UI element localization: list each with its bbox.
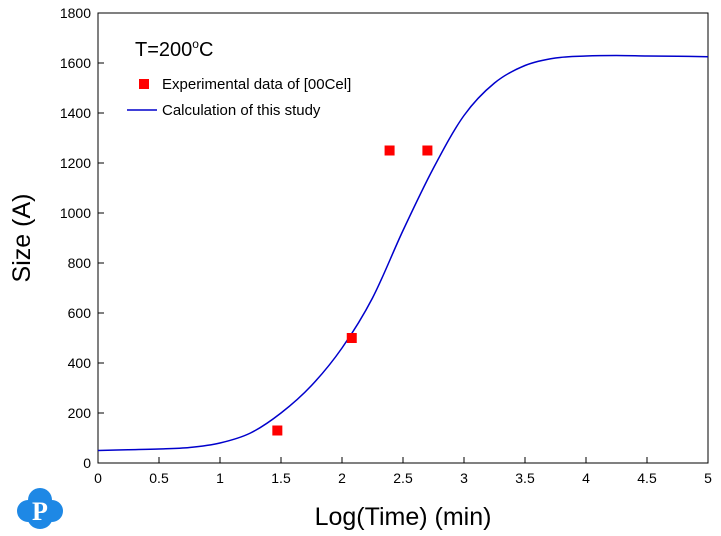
x-tick-label: 0.5 <box>149 470 169 486</box>
y-tick-label: 600 <box>68 305 92 321</box>
logo-letter: P <box>32 497 48 526</box>
y-tick-label: 1000 <box>60 205 91 221</box>
x-tick-label: 4.5 <box>637 470 657 486</box>
y-tick-label: 1600 <box>60 55 91 71</box>
legend-label-calculation: Calculation of this study <box>162 102 321 119</box>
experimental-point <box>422 145 433 156</box>
x-tick-label: 4 <box>582 470 590 486</box>
y-tick-label: 1200 <box>60 155 91 171</box>
y-axis-title: Size (A) <box>8 194 36 283</box>
temperature-unit: C <box>199 39 213 61</box>
x-tick-label: 3 <box>460 470 468 486</box>
x-axis-title: Log(Time) (min) <box>315 503 492 531</box>
x-tick-label: 2 <box>338 470 346 486</box>
y-tick-label: 1800 <box>60 5 91 21</box>
legend-marker-experimental <box>139 79 149 89</box>
y-tick-label: 800 <box>68 255 92 271</box>
y-tick-label: 200 <box>68 405 92 421</box>
temperature-annotation: T=200oC <box>135 37 213 61</box>
x-tick-label: 3.5 <box>515 470 535 486</box>
y-tick-label: 0 <box>83 455 91 471</box>
y-tick-label: 1400 <box>60 105 91 121</box>
legend: Experimental data of [00Cel] Calculation… <box>127 76 351 119</box>
brand-logo-icon: P <box>17 488 63 529</box>
y-axis-ticks: 0 200 400 600 800 1000 1200 1400 1600 1800 <box>60 5 104 471</box>
experimental-point <box>346 333 357 343</box>
legend-label-experimental: Experimental data of [00Cel] <box>162 76 351 93</box>
x-tick-label: 1.5 <box>271 470 291 486</box>
series-layer <box>97 54 709 452</box>
temperature-value: T=200 <box>135 39 192 61</box>
x-tick-label: 0 <box>94 470 102 486</box>
x-tick-label: 5 <box>704 470 712 486</box>
x-tick-label: 1 <box>216 470 224 486</box>
experimental-point <box>272 425 283 436</box>
degree-superscript: o <box>192 37 199 51</box>
x-axis-ticks: 0 0.5 1 1.5 2 2.5 3 3.5 4 4.5 5 <box>94 457 712 486</box>
x-tick-label: 2.5 <box>393 470 413 486</box>
calculation-curve <box>97 54 709 452</box>
experimental-point <box>384 145 395 156</box>
y-tick-label: 400 <box>68 355 92 371</box>
